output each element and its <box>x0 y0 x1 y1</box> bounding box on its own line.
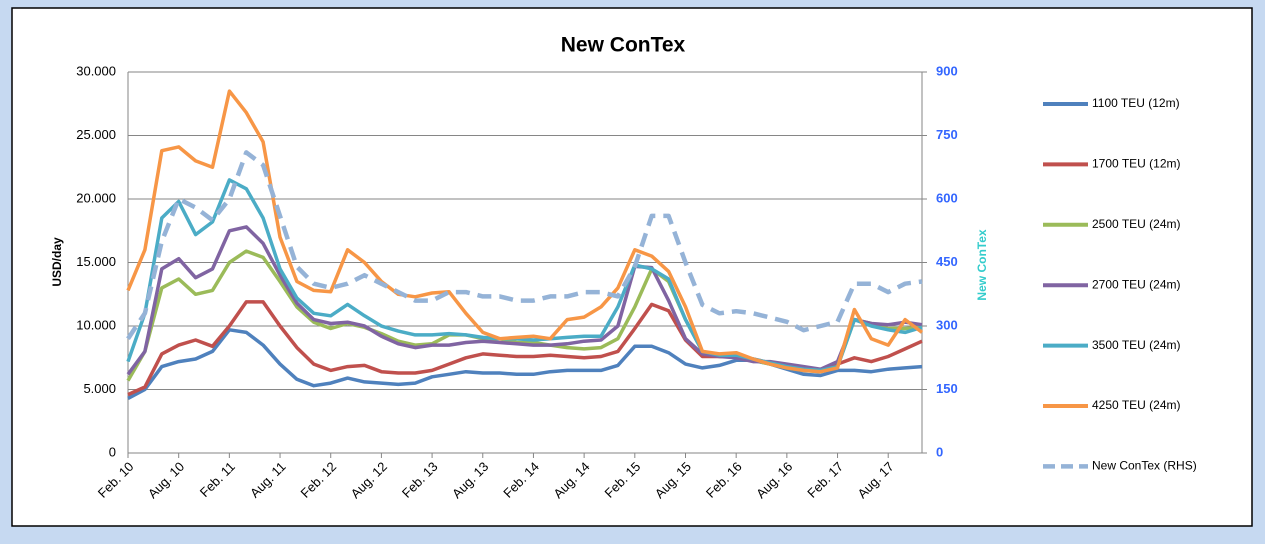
legend-label: 4250 TEU (24m) <box>1092 398 1180 412</box>
y-tick-label: 30.000 <box>76 63 116 78</box>
y2-axis-title: New ConTex <box>975 229 989 300</box>
y-tick-label: 25.000 <box>76 127 116 142</box>
y2-tick-label: 300 <box>936 317 958 332</box>
legend-label: 3500 TEU (24m) <box>1092 338 1180 352</box>
y-tick-label: 20.000 <box>76 190 116 205</box>
series-line <box>126 89 924 374</box>
y2-tick-label: 600 <box>936 190 958 205</box>
series-line <box>126 150 923 340</box>
chart-title: New ConTex <box>561 34 686 57</box>
y2-tick-label: 150 <box>936 381 958 396</box>
y2-tick-label: 750 <box>936 127 958 142</box>
y-tick-label: 5.000 <box>83 381 116 396</box>
legend-label: 2500 TEU (24m) <box>1092 217 1180 231</box>
y-tick-label: 10.000 <box>76 317 116 332</box>
y2-tick-label: 450 <box>936 254 958 269</box>
legend-label: New ConTex (RHS) <box>1092 459 1197 473</box>
legend-label: 1100 TEU (12m) <box>1092 96 1180 110</box>
y2-tick-label: 900 <box>936 63 958 78</box>
series-line <box>126 225 923 376</box>
legend-label: 1700 TEU (12m) <box>1092 157 1180 171</box>
legend-label: 2700 TEU (24m) <box>1092 277 1180 291</box>
y-axis-title: USD/day <box>50 237 64 287</box>
y-tick-label: 0 <box>109 444 116 459</box>
chart-frame <box>11 7 1253 527</box>
y2-tick-label: 0 <box>936 444 943 459</box>
y-tick-label: 15.000 <box>76 254 116 269</box>
